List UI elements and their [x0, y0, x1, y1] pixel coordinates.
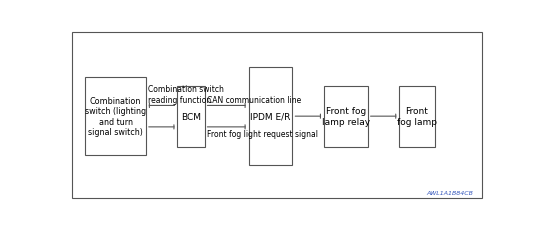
Text: AWL1A1B84CB: AWL1A1B84CB — [427, 190, 474, 195]
Text: CAN communication line: CAN communication line — [207, 95, 301, 104]
Bar — [399, 86, 435, 147]
Text: Front fog
lamp relay: Front fog lamp relay — [322, 107, 370, 126]
Text: BCM: BCM — [181, 112, 201, 121]
Text: Combination switch
reading function: Combination switch reading function — [148, 85, 224, 104]
Text: Front
fog lamp: Front fog lamp — [397, 107, 437, 126]
Text: Combination
switch (lighting
and turn
signal switch): Combination switch (lighting and turn si… — [85, 97, 146, 137]
Bar — [85, 78, 146, 156]
Text: Front fog light request signal: Front fog light request signal — [207, 129, 318, 138]
Text: IPDM E/R: IPDM E/R — [250, 112, 291, 121]
Bar — [177, 86, 205, 147]
Bar — [248, 68, 293, 166]
Bar — [324, 86, 368, 147]
